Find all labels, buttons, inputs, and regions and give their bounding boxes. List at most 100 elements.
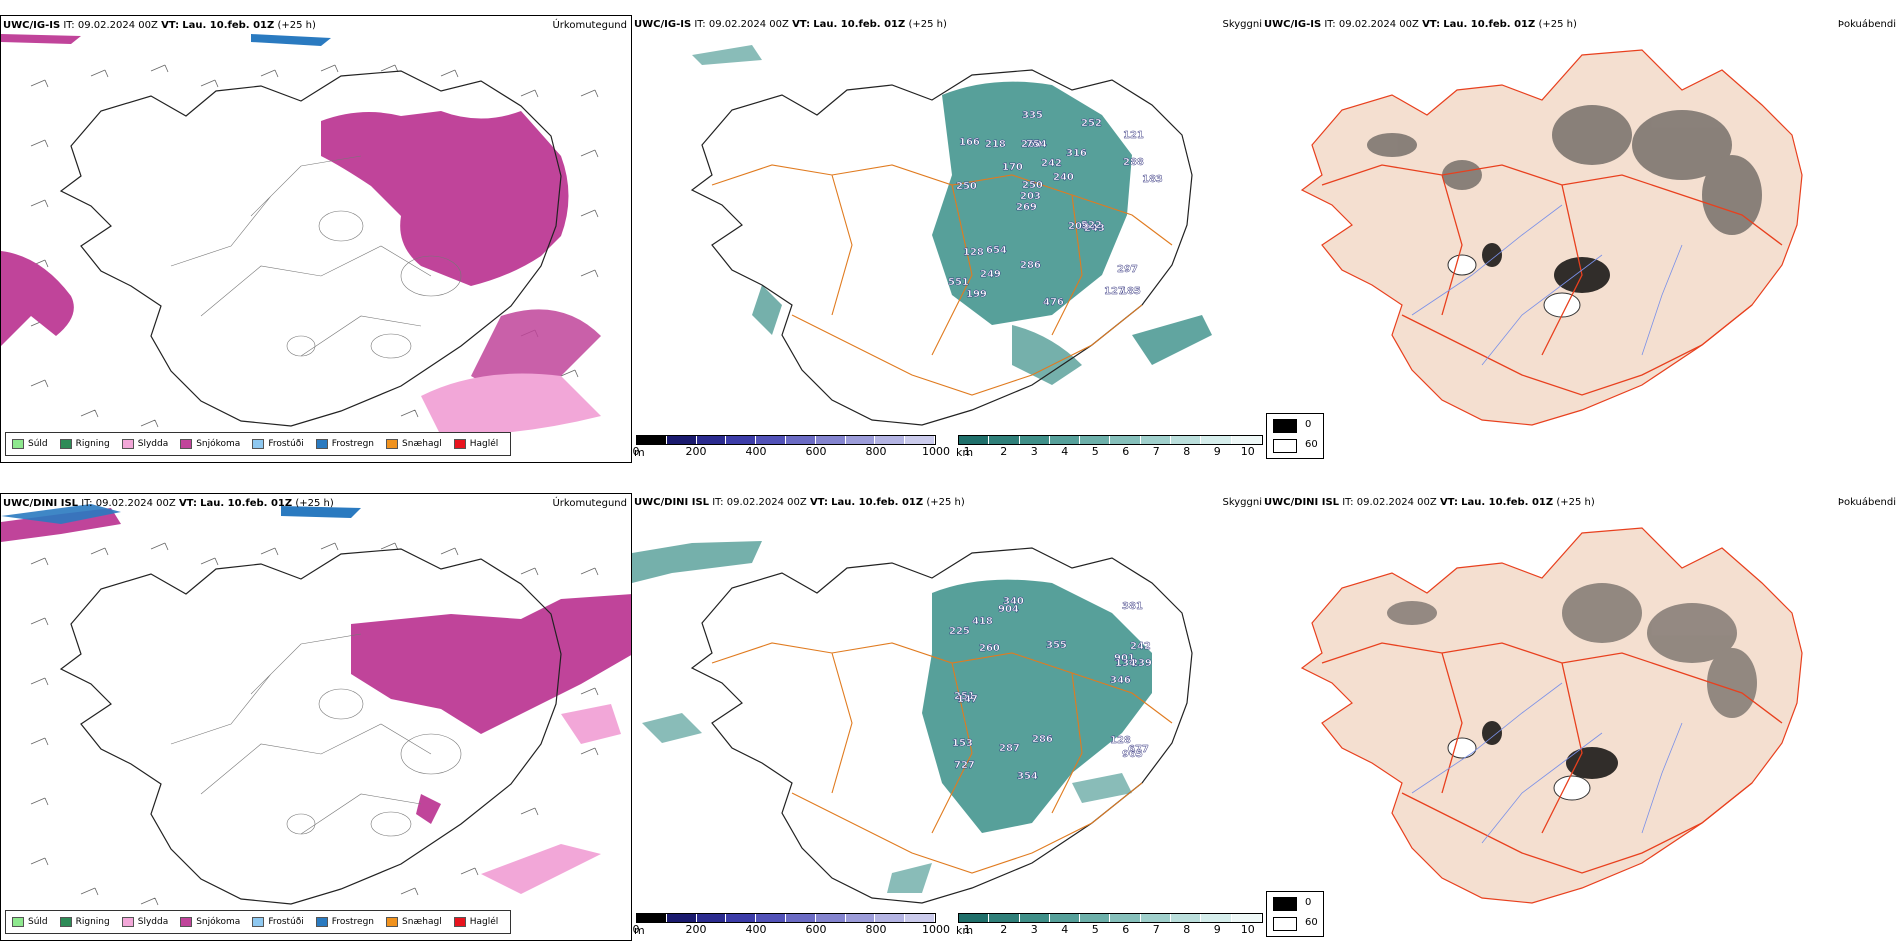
- legend-swatch: [59, 439, 72, 449]
- scale-tick-label: 9: [1213, 445, 1221, 458]
- fog-legend-label: 0: [1305, 897, 1312, 908]
- legend-swatch: [252, 917, 265, 927]
- scale-tick-label: 2: [1000, 923, 1008, 936]
- legend-swatch: [12, 917, 24, 927]
- scale-tick-label: 6: [1122, 923, 1130, 936]
- legend-swatch: [453, 917, 466, 927]
- scale-unit: m: [634, 924, 645, 937]
- visibility-map: [632, 541, 1193, 904]
- precip-type-legend: Súld Rigning Slydda Snjókoma Frostúði Frostre…: [5, 432, 512, 456]
- legend-label: Slydda: [137, 439, 169, 449]
- legend-item: Frostregn: [315, 439, 375, 449]
- scale-ticks: 1 2 3 4 5 6 7 8 9 10: [958, 445, 1263, 459]
- visibility-scale-km-row2: 1 2 3 4 5 6 7 8 9 10 km: [956, 913, 1263, 937]
- legend-item: Frostúði: [252, 439, 304, 449]
- scale-swatch: [989, 914, 1020, 922]
- fog-legend-swatch: [1273, 917, 1297, 931]
- scale-swatch: [875, 436, 906, 444]
- precip-type-panel-row1: UWC/IG-IS IT: 09.02.2024 00Z VT: Lau. 10…: [0, 15, 632, 463]
- visibility-value-label: 225: [949, 626, 970, 637]
- fog-legend-label: 60: [1305, 917, 1318, 928]
- scale-ticks: 0 200 400 600 800 1000: [632, 445, 951, 459]
- legend-label: Frostúði: [268, 917, 304, 927]
- legend-item: Súld: [12, 439, 48, 449]
- scale-swatch: [1171, 914, 1202, 922]
- scale-swatch: [726, 436, 757, 444]
- visibility-value-label: 677: [1128, 744, 1149, 755]
- scale-swatch: [666, 436, 697, 444]
- panel-title: Úrkomutegund: [552, 20, 627, 31]
- scale-swatch: [1140, 436, 1172, 444]
- legend-item: Slydda: [121, 439, 169, 449]
- visibility-value-label: 199: [966, 289, 987, 300]
- scale-tick-label: 1: [963, 923, 971, 936]
- legend-label: Haglél: [469, 439, 499, 449]
- scale-swatch: [696, 914, 727, 922]
- visibility-value-label: 965: [1122, 749, 1143, 760]
- visibility-value-label: 243: [1084, 223, 1105, 234]
- panel-header: UWC/IG-IS IT: 09.02.2024 00Z VT: Lau. 10…: [3, 20, 316, 31]
- legend-item: Frostregn: [315, 917, 374, 927]
- scale-tick-label: 600: [805, 923, 827, 936]
- legend-label: Snjókoma: [196, 917, 241, 927]
- legend-swatch: [121, 917, 134, 927]
- legend-swatch: [180, 917, 193, 927]
- visibility-value-label: 381: [1122, 601, 1143, 612]
- scale-bar: [636, 435, 936, 445]
- visibility-value-label: 286: [1032, 734, 1053, 745]
- visibility-value-label: 218: [985, 139, 1006, 150]
- iceland-outline: [59, 70, 562, 427]
- scale-swatch: [905, 436, 935, 444]
- scale-tick-label: 5: [1091, 445, 1099, 458]
- legend-label: Rigning: [75, 917, 110, 927]
- visibility-value-label: 250: [956, 181, 977, 192]
- scale-unit: km: [956, 924, 974, 937]
- legend-item: Snjókoma: [180, 439, 240, 449]
- visibility-value-label: 127: [1104, 286, 1125, 297]
- scale-swatch: [845, 436, 876, 444]
- scale-tick-label: 0: [632, 445, 640, 458]
- panel-header: UWC/IG-IS IT: 09.02.2024 00Z VT: Lau. 10…: [1264, 19, 1577, 30]
- scale-tick-label: 9: [1213, 923, 1221, 936]
- scale-swatch: [1019, 914, 1050, 922]
- scale-bar: [958, 913, 1263, 923]
- scale-swatch: [1171, 436, 1202, 444]
- legend-label: Rigning: [75, 439, 110, 449]
- visibility-value-label: 166: [959, 137, 980, 148]
- visibility-value-label: 335: [1022, 110, 1043, 121]
- visibility-value-label: 340: [1003, 596, 1024, 607]
- scale-swatch: [1110, 436, 1141, 444]
- visibility-value-label: 242: [1130, 641, 1151, 652]
- scale-swatch: [1049, 914, 1081, 922]
- scale-swatch: [666, 914, 697, 922]
- legend-swatch: [453, 439, 466, 449]
- fog-legend-swatch: [1273, 419, 1297, 433]
- legend-label: Súld: [28, 917, 48, 927]
- legend-label: Frostregn: [331, 439, 375, 449]
- scale-swatch: [875, 914, 906, 922]
- visibility-value-label: 185: [1120, 286, 1141, 297]
- visibility-value-label: 287: [999, 743, 1020, 754]
- scale-tick-label: 10: [1240, 923, 1255, 936]
- visibility-value-label: 355: [1046, 640, 1067, 651]
- visibility-value-label: 242: [1041, 158, 1062, 169]
- scale-tick-label: 5: [1091, 923, 1099, 936]
- legend-item: Rigning: [59, 917, 110, 927]
- scale-swatch: [756, 436, 786, 444]
- visibility-value-label: 209: [1068, 221, 1089, 232]
- visibility-value-label: 288: [1123, 157, 1144, 168]
- panel-header: UWC/DINI ISL IT: 09.02.2024 00Z VT: Lau.…: [3, 498, 334, 509]
- legend-swatch: [180, 439, 193, 449]
- legend-swatch: [59, 917, 72, 927]
- scale-tick-label: 1000: [922, 445, 950, 458]
- visibility-value-label: 153: [952, 738, 973, 749]
- scale-tick-label: 6: [1122, 445, 1130, 458]
- legend-label: Frostúði: [268, 439, 304, 449]
- legend-label: Haglél: [469, 917, 499, 927]
- scale-tick-label: 400: [745, 923, 767, 936]
- visibility-value-label: 128: [963, 247, 984, 258]
- scale-swatch: [1019, 436, 1050, 444]
- scale-tick-label: 4: [1061, 445, 1069, 458]
- visibility-value-label: 170: [1002, 162, 1023, 173]
- visibility-value-label: 121: [1123, 130, 1144, 141]
